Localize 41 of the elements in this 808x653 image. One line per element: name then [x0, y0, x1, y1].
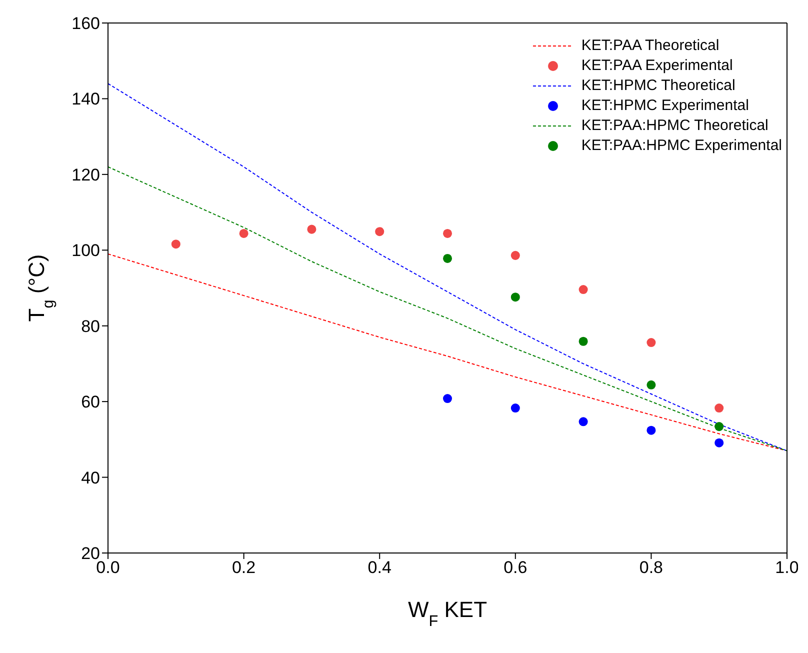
x-axis-title: W$_{F}$ KET: [408, 597, 488, 630]
legend-label: KET:PAA Theoretical: [581, 36, 720, 56]
point: [646, 426, 656, 435]
point: [510, 292, 520, 302]
point: [510, 250, 520, 260]
point: [578, 336, 588, 346]
x-tick-label: 0.8: [639, 558, 664, 578]
x-tick-label: 0.2: [232, 558, 256, 578]
point: [375, 227, 384, 236]
y-tick-label: 160: [72, 14, 100, 34]
legend-label: KET:HPMC Theoretical: [581, 76, 736, 96]
point: [578, 417, 588, 426]
legend-label: KET:PAA Experimental: [581, 56, 733, 76]
legend-label: KET:PAA:HPMC Theoretical: [581, 116, 768, 136]
point: [442, 394, 452, 404]
y-tick-label: 60: [81, 392, 100, 412]
point: [578, 285, 588, 294]
point: [714, 422, 724, 432]
line-series: [108, 166, 787, 452]
x-tick-label: 0.6: [504, 558, 528, 578]
point: [646, 380, 656, 390]
y-tick-label: 40: [81, 468, 100, 488]
point: [307, 224, 316, 234]
x-tick-label: 0.4: [368, 558, 392, 578]
line-series: [108, 253, 787, 452]
point: [510, 404, 520, 413]
point: [646, 338, 656, 348]
point: [239, 228, 248, 238]
y-tick-label: 100: [72, 241, 100, 260]
x-tick-label: 0.0: [96, 558, 120, 578]
legend-label: KET:HPMC Experimental: [581, 96, 749, 116]
point: [442, 254, 452, 263]
point: [442, 228, 452, 238]
y-tick-label: 120: [72, 165, 100, 184]
point: [714, 404, 724, 413]
x-tick-label: 1.0: [775, 558, 799, 578]
point: [714, 438, 724, 448]
legend-label: KET:PAA:HPMC Experimental: [581, 136, 782, 156]
y-tick-label: 80: [81, 316, 100, 336]
point: [171, 240, 180, 249]
y-tick-label: 140: [72, 90, 100, 109]
